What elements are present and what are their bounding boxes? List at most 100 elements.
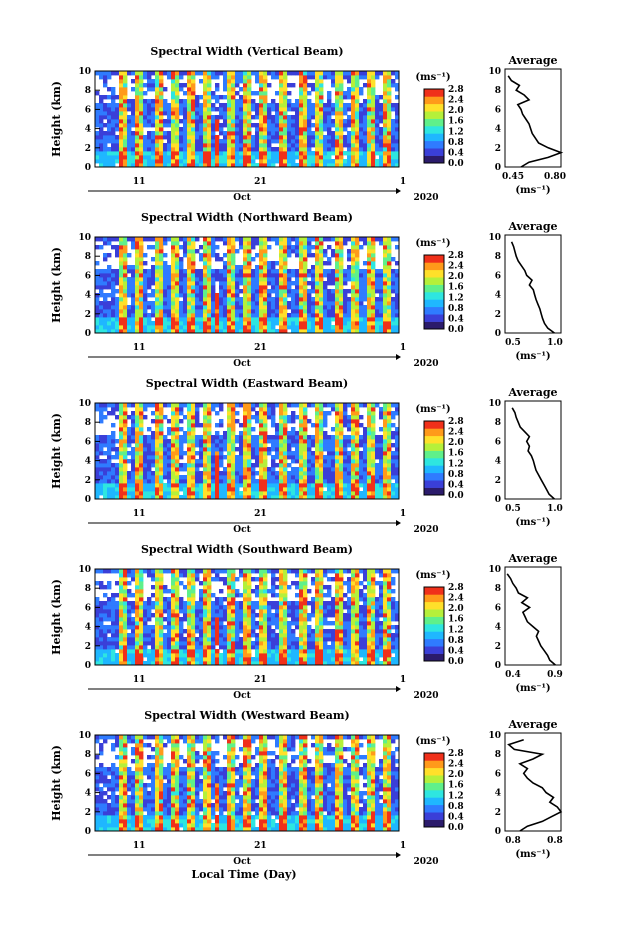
heatmap-cell [395,103,400,108]
heatmap-cell [375,321,380,326]
heatmap-cell [203,237,208,242]
heatmap-cell [243,479,248,484]
heatmap-cell [259,427,264,432]
heatmap-cell [99,633,104,638]
heatmap-cell [263,107,268,112]
heatmap-cell [275,305,280,310]
heatmap-cell [95,143,100,148]
heatmap-cell [335,111,340,116]
heatmap-cell [387,87,392,92]
heatmap-cell [131,479,136,484]
heatmap-cell [339,111,344,116]
heatmap-cell [127,325,132,330]
heatmap-cell [131,427,136,432]
heatmap-cell [339,277,344,282]
heatmap-cell [199,135,204,140]
heatmap-cell [287,71,292,76]
heatmap-cell [351,285,356,290]
heatmap-cell [291,155,296,160]
heatmap-cell [375,237,380,242]
heatmap-cell [175,459,180,464]
heatmap-cell [171,87,176,92]
heatmap-cell [235,403,240,408]
heatmap-cell [163,309,168,314]
heatmap-cell [319,443,324,448]
heatmap-cell [139,411,144,416]
heatmap-cell [299,107,304,112]
heatmap-cell [167,115,172,120]
heatmap-cell [223,143,228,148]
heatmap-cell [227,265,232,270]
heatmap-cell [343,301,348,306]
heatmap-cell [199,325,204,330]
heatmap-cell [175,261,180,266]
heatmap-cell [391,151,396,156]
heatmap-cell [283,119,288,124]
heatmap-cell [351,415,356,420]
heatmap-cell [355,293,360,298]
heatmap-cell [327,71,332,76]
heatmap-cell [263,321,268,326]
heatmap-cell [199,309,204,314]
heatmap-cell [231,163,236,168]
heatmap-cell [143,447,148,452]
heatmap-cell [247,325,252,330]
heatmap-cell [295,237,300,242]
heatmap-cell [131,297,136,302]
heatmap-cell [367,329,372,334]
heatmap-cell [159,249,164,254]
heatmap-cell [107,435,112,440]
heatmap-cell [131,321,136,326]
heatmap-cell [327,301,332,306]
heatmap-cell [391,483,396,488]
heatmap-cell [391,325,396,330]
heatmap-cell [271,479,276,484]
heatmap-cell [107,625,112,630]
heatmap-cell [371,273,376,278]
heatmap-cell [159,75,164,80]
heatmap-cell [139,249,144,254]
heatmap-cell [283,419,288,424]
heatmap-cell [159,265,164,270]
heatmap-cell [119,163,124,168]
heatmap-cell [279,99,284,104]
heatmap-cell [227,135,232,140]
heatmap-cell [235,75,240,80]
heatmap-cell [259,151,264,156]
heatmap-cell [103,309,108,314]
heatmap-cell [283,103,288,108]
heatmap-cell [263,483,268,488]
heatmap-cell [343,407,348,412]
heatmap-cell [315,329,320,334]
heatmap-cell [311,151,316,156]
heatmap-cell [335,277,340,282]
heatmap-cell [267,151,272,156]
heatmap-cell [99,621,104,626]
heatmap-cell [355,487,360,492]
heatmap-cell [379,313,384,318]
heatmap-cell [223,265,228,270]
heatmap-cell [131,459,136,464]
heatmap-cell [195,285,200,290]
heatmap-cell [235,419,240,424]
heatmap-cell [327,99,332,104]
heatmap-cell [367,431,372,436]
heatmap-cell [251,91,256,96]
heatmap-cell [271,325,276,330]
heatmap-cell [271,71,276,76]
heatmap-cell [271,435,276,440]
heatmap-cell [303,325,308,330]
heatmap-cell [219,463,224,468]
heatmap-cell [395,491,400,496]
heatmap-cell [323,281,328,286]
heatmap-cell [123,443,128,448]
heatmap-cell [139,139,144,144]
heatmap-cell [119,301,124,306]
heatmap-cell [271,305,276,310]
heatmap-cell [263,423,268,428]
heatmap-cell [335,273,340,278]
heatmap-cell [371,305,376,310]
heatmap-cell [207,91,212,96]
heatmap-cell [271,99,276,104]
heatmap-cell [319,163,324,168]
